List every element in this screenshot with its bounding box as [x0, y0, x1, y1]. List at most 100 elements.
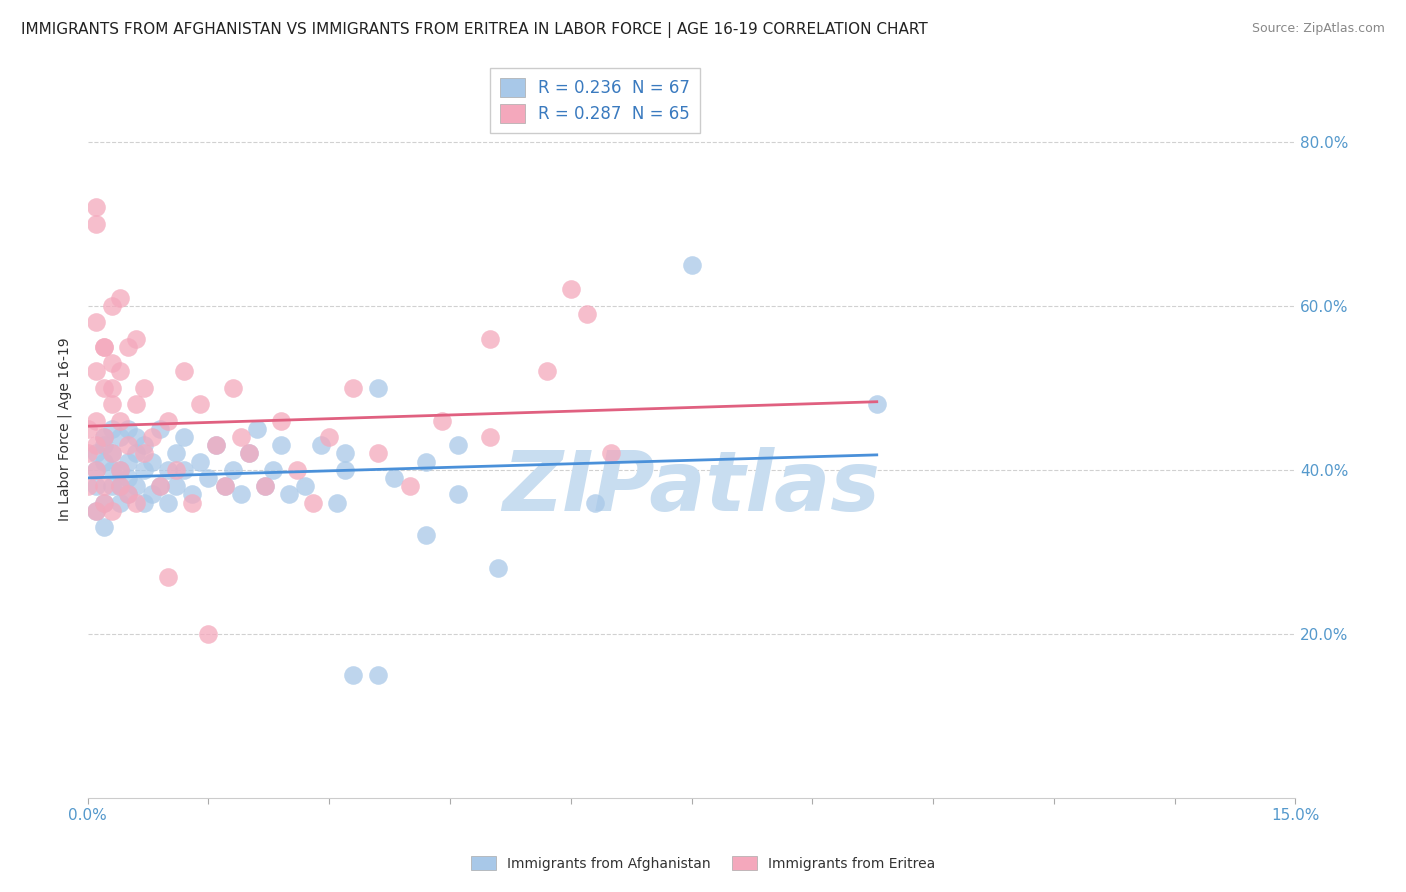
Point: [93, 430, 115, 444]
Point: [430, 414, 453, 428]
Point: [600, 446, 623, 460]
Point: [398, 479, 420, 493]
Point: [278, 487, 301, 501]
Point: [101, 504, 124, 518]
Point: [866, 397, 889, 411]
Point: [560, 282, 582, 296]
Point: [335, 463, 357, 477]
Point: [197, 627, 219, 641]
Point: [190, 397, 212, 411]
Point: [108, 479, 131, 493]
Point: [108, 479, 131, 493]
Point: [238, 446, 260, 460]
Point: [125, 397, 148, 411]
Point: [76, 446, 98, 460]
Point: [173, 430, 195, 444]
Point: [173, 463, 195, 477]
Point: [309, 438, 332, 452]
Point: [84, 479, 107, 493]
Point: [270, 438, 292, 452]
Point: [221, 381, 243, 395]
Point: [479, 430, 502, 444]
Point: [246, 422, 269, 436]
Point: [294, 479, 316, 493]
Point: [84, 504, 107, 518]
Point: [101, 446, 124, 460]
Point: [117, 471, 139, 485]
Point: [415, 528, 437, 542]
Point: [157, 496, 180, 510]
Point: [93, 340, 115, 354]
Point: [326, 496, 349, 510]
Point: [173, 364, 195, 378]
Point: [335, 446, 357, 460]
Point: [117, 487, 139, 501]
Point: [583, 496, 606, 510]
Point: [367, 381, 389, 395]
Point: [165, 479, 187, 493]
Point: [447, 438, 470, 452]
Point: [229, 487, 252, 501]
Point: [101, 381, 124, 395]
Point: [125, 479, 148, 493]
Point: [93, 496, 115, 510]
Point: [93, 430, 115, 444]
Point: [101, 299, 124, 313]
Point: [285, 463, 308, 477]
Point: [117, 455, 139, 469]
Point: [117, 340, 139, 354]
Point: [141, 455, 163, 469]
Point: [117, 438, 139, 452]
Point: [93, 496, 115, 510]
Point: [415, 455, 437, 469]
Point: [117, 487, 139, 501]
Point: [125, 430, 148, 444]
Point: [238, 446, 260, 460]
Point: [108, 496, 131, 510]
Point: [229, 430, 252, 444]
Point: [575, 307, 598, 321]
Point: [479, 332, 502, 346]
Point: [108, 414, 131, 428]
Point: [108, 463, 131, 477]
Point: [318, 430, 340, 444]
Point: [125, 496, 148, 510]
Point: [262, 463, 284, 477]
Point: [101, 463, 124, 477]
Point: [84, 463, 107, 477]
Text: ZIPatlas: ZIPatlas: [502, 448, 880, 528]
Point: [84, 364, 107, 378]
Point: [382, 471, 405, 485]
Point: [125, 332, 148, 346]
Point: [93, 455, 115, 469]
Point: [253, 479, 276, 493]
Point: [93, 340, 115, 354]
Legend: R = 0.236  N = 67, R = 0.287  N = 65: R = 0.236 N = 67, R = 0.287 N = 65: [489, 68, 700, 133]
Point: [165, 446, 187, 460]
Point: [149, 479, 172, 493]
Point: [108, 364, 131, 378]
Point: [108, 291, 131, 305]
Point: [270, 414, 292, 428]
Point: [93, 438, 115, 452]
Point: [76, 479, 98, 493]
Point: [302, 496, 325, 510]
Point: [84, 414, 107, 428]
Legend: Immigrants from Afghanistan, Immigrants from Eritrea: Immigrants from Afghanistan, Immigrants …: [465, 850, 941, 876]
Point: [93, 479, 115, 493]
Point: [125, 446, 148, 460]
Point: [132, 381, 155, 395]
Point: [681, 258, 703, 272]
Point: [84, 200, 107, 214]
Point: [101, 479, 124, 493]
Point: [205, 438, 228, 452]
Point: [117, 422, 139, 436]
Y-axis label: In Labor Force | Age 16-19: In Labor Force | Age 16-19: [58, 337, 72, 521]
Point: [342, 381, 364, 395]
Point: [108, 463, 131, 477]
Point: [190, 455, 212, 469]
Point: [367, 446, 389, 460]
Point: [205, 438, 228, 452]
Point: [108, 430, 131, 444]
Point: [132, 438, 155, 452]
